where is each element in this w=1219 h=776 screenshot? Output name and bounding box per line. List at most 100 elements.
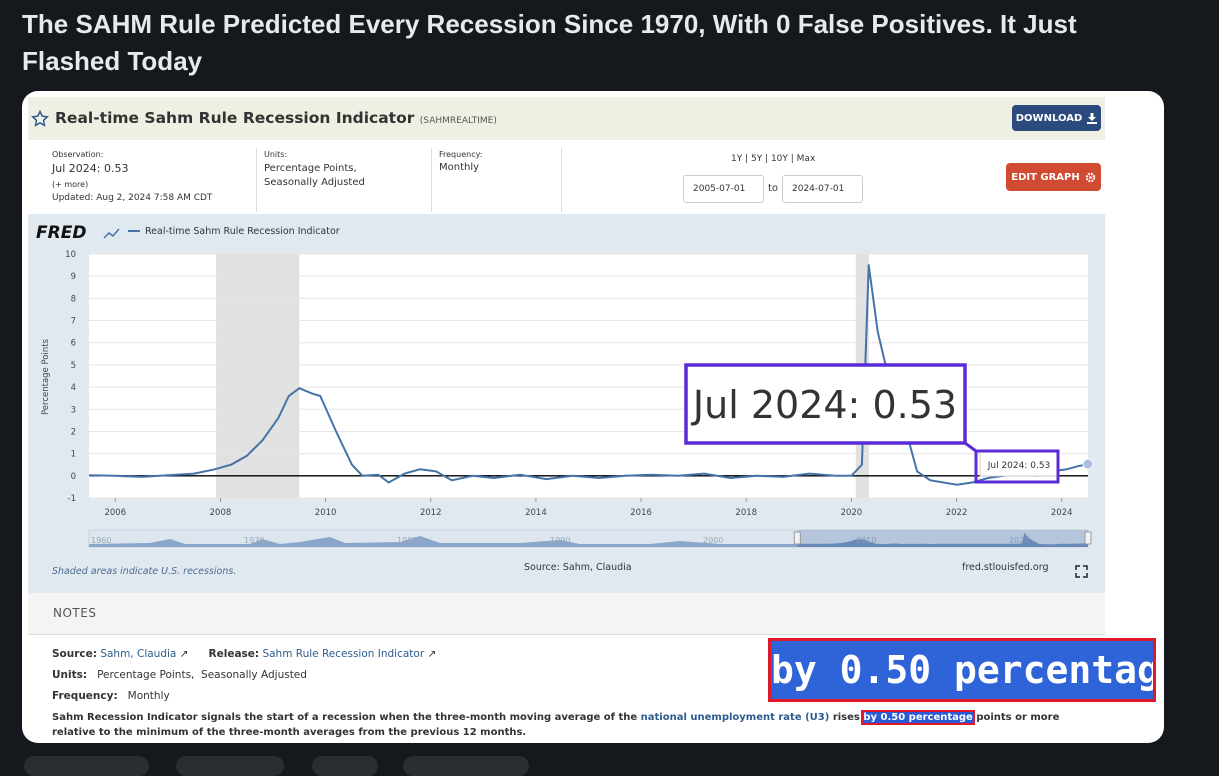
range-buttons[interactable]: 1Y | 5Y | 10Y | Max <box>731 154 816 164</box>
download-label: DOWNLOAD <box>1015 112 1083 124</box>
observation-label: Observation: <box>52 150 104 159</box>
start-date-input[interactable]: 2005-07-01 <box>683 175 764 203</box>
tooltip-text: Jul 2024: 0.53 <box>987 461 1051 471</box>
x-tick-label: 2014 <box>525 508 547 518</box>
navigator-label: 2000 <box>703 536 723 545</box>
y-tick-label: 2 <box>71 427 76 437</box>
x-tick-label: 2022 <box>946 508 968 518</box>
highlight: by 0.50 percentage <box>861 710 975 725</box>
hover-point <box>1082 458 1094 470</box>
star-icon[interactable] <box>31 110 49 128</box>
navigator-label: 1970 <box>244 536 264 545</box>
units-line: Percentage Points, <box>264 163 357 174</box>
y-tick-label: 3 <box>71 405 76 415</box>
units-label: Units: <box>264 150 288 159</box>
edit-graph-button[interactable]: EDIT GRAPH <box>1006 163 1101 191</box>
zoom-text: Jul 2024: 0.53 <box>691 383 957 427</box>
notes-bar <box>28 593 1105 635</box>
x-tick-label: 2008 <box>210 508 232 518</box>
end-date-input[interactable]: 2024-07-01 <box>782 175 863 203</box>
tooltip <box>979 451 1059 477</box>
y-tick-label: 4 <box>71 383 76 393</box>
post-title: The SAHM Rule Predicted Every Recession … <box>22 9 1077 76</box>
y-tick-label: 7 <box>71 317 76 327</box>
fullscreen-icon[interactable] <box>1075 565 1088 578</box>
download-icon <box>1087 112 1098 124</box>
navigator-area <box>797 532 1088 547</box>
navigator-label: 2010 <box>856 536 876 545</box>
source-link[interactable]: Sahm, Claudia <box>100 648 177 660</box>
navigator-selection <box>797 530 1088 547</box>
edit-graph-label: EDIT GRAPH <box>1011 171 1080 183</box>
divider <box>256 148 257 212</box>
divider <box>431 148 432 212</box>
gear-icon <box>1085 172 1096 182</box>
y-axis-title: Percentage Points <box>41 338 51 415</box>
y-tick-label: 0 <box>71 472 76 482</box>
y-tick-label: 6 <box>71 339 76 349</box>
x-tick-label: 2018 <box>735 508 757 518</box>
pill[interactable] <box>403 756 529 776</box>
y-tick-label: -1 <box>68 494 76 504</box>
pill[interactable] <box>312 756 378 776</box>
release-label: Release: <box>208 648 260 660</box>
chart-source: Source: Sahm, Claudia <box>524 562 632 573</box>
x-tick-label: 2012 <box>420 508 442 518</box>
description-text: points or more relative to the minimum o… <box>52 712 1060 738</box>
more-link[interactable]: (+ more) <box>52 180 89 189</box>
y-tick-label: 5 <box>71 361 76 371</box>
navigator-handle <box>793 531 801 545</box>
to-label: to <box>768 183 779 194</box>
navigator-history <box>89 536 798 547</box>
callout-connector <box>964 441 977 453</box>
site: fred.stlouisfed.org <box>962 562 1049 573</box>
tooltip-outline <box>974 449 1060 484</box>
release-link[interactable]: Sahm Rule Recession Indicator <box>262 648 425 660</box>
units: Percentage Points, Seasonally Adjusted <box>97 669 307 681</box>
zoom-callout: by 0.50 percentage <box>768 638 1156 702</box>
zoom-box <box>684 363 967 445</box>
description-text: rises <box>832 712 860 723</box>
navigator-label: 2020 <box>1009 536 1029 545</box>
unemployment-link[interactable]: national unemployment rate (U3) <box>640 712 830 723</box>
navigator-label: 1960 <box>91 536 111 545</box>
frequency-label: Frequency: <box>439 150 483 159</box>
y-tick-label: 10 <box>65 250 76 260</box>
series-title: Real-time Sahm Rule Recession Indicator <box>55 109 415 127</box>
x-tick-label: 2016 <box>630 508 652 518</box>
updated: Aug 2, 2024 7:58 AM CDT <box>96 193 213 203</box>
x-tick-label: 2006 <box>104 508 126 518</box>
source-label: Source: <box>52 648 97 660</box>
y-tick-label: 1 <box>71 450 76 460</box>
y-tick-label: 9 <box>71 272 76 282</box>
recession-band <box>216 254 300 498</box>
navigator-label: 1990 <box>550 536 570 545</box>
recession-note: Shaded areas indicate U.S. recessions. <box>52 566 236 577</box>
x-tick-label: 2010 <box>315 508 337 518</box>
navigator-label: 1980 <box>397 536 417 545</box>
notes-heading: NOTES <box>53 606 97 620</box>
updated-label: Updated: <box>52 193 94 203</box>
download-button[interactable]: DOWNLOAD <box>1012 105 1101 131</box>
description-text: Sahm Recession Indicator signals the sta… <box>52 712 638 723</box>
logo-icon <box>103 228 120 239</box>
units-line: Seasonally Adjusted <box>264 177 365 188</box>
frequency: Monthly <box>439 162 480 173</box>
fred-logo: FRED <box>36 223 86 243</box>
fred-header <box>28 97 1105 140</box>
observation: Jul 2024: 0.53 <box>52 162 129 175</box>
x-tick-label: 2020 <box>841 508 863 518</box>
y-tick-label: 8 <box>71 294 76 304</box>
divider <box>561 148 562 212</box>
navigator-handle <box>1084 531 1092 545</box>
pill[interactable] <box>176 756 284 776</box>
units-label: Units: <box>52 669 88 681</box>
legend-label: Real-time Sahm Rule Recession Indicator <box>145 226 340 237</box>
series-line <box>88 264 1089 486</box>
description: Sahm Recession Indicator signals the sta… <box>52 710 1097 740</box>
series-id: (SAHMREALTIME) <box>419 116 497 126</box>
pill[interactable] <box>24 756 149 776</box>
